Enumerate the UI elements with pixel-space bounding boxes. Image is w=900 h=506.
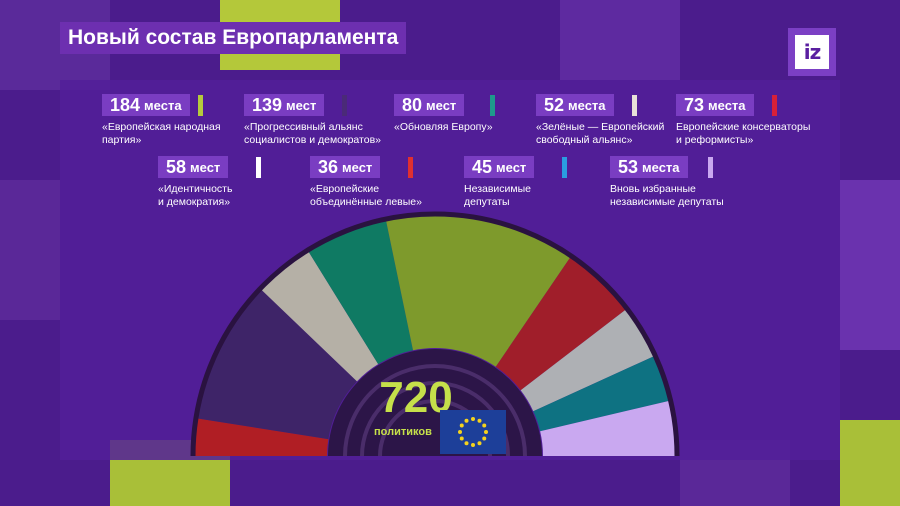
seat-number: 80 <box>402 94 423 115</box>
chart-segment-7 <box>533 356 669 432</box>
seat-number: 36 <box>318 156 339 177</box>
flag-star <box>482 436 487 441</box>
seat-count-badge: 80 мест <box>394 94 465 116</box>
flag-star <box>477 441 482 446</box>
legend-swatch <box>632 95 637 116</box>
legend-item-ecr: 73 места Европейские консерваторы и рефор… <box>676 94 810 147</box>
legend-item-new-independent: 53 места Вновь избранные независимые депу… <box>610 156 724 209</box>
seat-number: 73 <box>684 94 705 115</box>
flag-star <box>458 430 462 434</box>
seat-word: места <box>144 97 182 113</box>
party-name: Вновь избранные независимые депутаты <box>610 183 724 208</box>
flag-star <box>484 430 488 434</box>
flag-star <box>471 443 475 447</box>
flag-stars <box>458 417 488 447</box>
legend-item-left: 36 мест «Европейские объединённые левые» <box>310 156 422 209</box>
seat-number: 53 <box>618 156 639 177</box>
legend-item-id: 58 мест «Идентичность и демократия» <box>158 156 261 209</box>
legend-swatch <box>772 95 777 116</box>
seat-word: мест <box>342 159 373 175</box>
flag-star <box>477 418 482 423</box>
background-tile <box>560 0 680 80</box>
flag-star <box>464 418 469 423</box>
legend-swatch <box>490 95 495 116</box>
chart-segment-3 <box>308 221 414 365</box>
party-name: «Обновляя Европу» <box>394 121 493 133</box>
seat-number: 45 <box>472 156 493 177</box>
seat-word: мест <box>426 97 457 113</box>
seat-count-badge: 139 мест <box>244 94 325 116</box>
seat-count-badge: 45 мест <box>464 156 535 178</box>
party-name: «Зелёные — Европейский свободный альянс» <box>536 121 665 146</box>
background-tile <box>0 180 60 320</box>
seat-count-badge: 184 места <box>102 94 190 116</box>
flag-star <box>464 441 469 446</box>
logo-text: iz <box>795 35 829 69</box>
chart-segment-0 <box>195 418 329 456</box>
seat-number: 58 <box>166 156 187 177</box>
seat-word: места <box>568 97 606 113</box>
chart-segment-4 <box>386 216 571 367</box>
page-title: Новый состав Европарламента <box>60 22 407 54</box>
legend-item-greens: 52 места «Зелёные — Европейский свободный… <box>536 94 664 147</box>
flag-star <box>471 417 475 421</box>
seat-count-badge: 73 места <box>676 94 754 116</box>
chart-segment-2 <box>261 251 379 382</box>
background-tile <box>840 420 900 506</box>
chart-outer-rim <box>190 211 680 457</box>
party-name: «Идентичность и демократия» <box>158 183 233 208</box>
seat-count-badge: 58 мест <box>158 156 229 178</box>
iz-logo: iz <box>788 28 836 76</box>
legend-swatch <box>562 157 567 178</box>
party-name: «Европейская народная партия» <box>102 121 221 146</box>
party-name: Независимые депутаты <box>464 183 532 208</box>
chart-segment-5 <box>495 257 626 391</box>
legend-item-independent: 45 мест Независимые депутаты <box>464 156 567 209</box>
chart-segment-8 <box>540 400 675 456</box>
chart-segments <box>195 216 675 456</box>
flag-star <box>459 423 464 428</box>
chart-segment-6 <box>520 309 654 412</box>
seat-count-badge: 36 мест <box>310 156 381 178</box>
party-name: «Прогрессивный альянс социалистов и демо… <box>244 121 381 146</box>
total-label: политиков <box>374 426 432 438</box>
background-tile <box>840 180 900 350</box>
chart-segment-1 <box>197 290 357 440</box>
seat-word: места <box>708 97 746 113</box>
seat-word: мест <box>286 97 317 113</box>
party-name: Европейские консерваторы и реформисты» <box>676 121 811 146</box>
seat-word: мест <box>496 159 527 175</box>
legend-item-epp: 184 места «Европейская народная партия» <box>102 94 221 147</box>
flag-star <box>482 423 487 428</box>
seat-word: места <box>642 159 680 175</box>
seat-count-badge: 53 места <box>610 156 688 178</box>
flag-star <box>459 436 464 441</box>
legend-swatch <box>408 157 413 178</box>
legend-swatch <box>198 95 203 116</box>
seat-number: 184 <box>110 94 141 115</box>
legend-swatch <box>342 95 347 116</box>
seat-count-badge: 52 места <box>536 94 614 116</box>
legend-item-sd: 139 мест «Прогрессивный альянс социалисто… <box>244 94 381 147</box>
seat-number: 52 <box>544 94 565 115</box>
seat-word: мест <box>190 159 221 175</box>
legend-swatch <box>708 157 713 178</box>
legend-swatch <box>256 157 261 178</box>
eu-flag-icon <box>440 410 506 454</box>
seat-number: 139 <box>252 94 283 115</box>
legend-item-renew: 80 мест «Обновляя Европу» <box>394 94 495 134</box>
party-name: «Европейские объединённые левые» <box>310 183 422 208</box>
